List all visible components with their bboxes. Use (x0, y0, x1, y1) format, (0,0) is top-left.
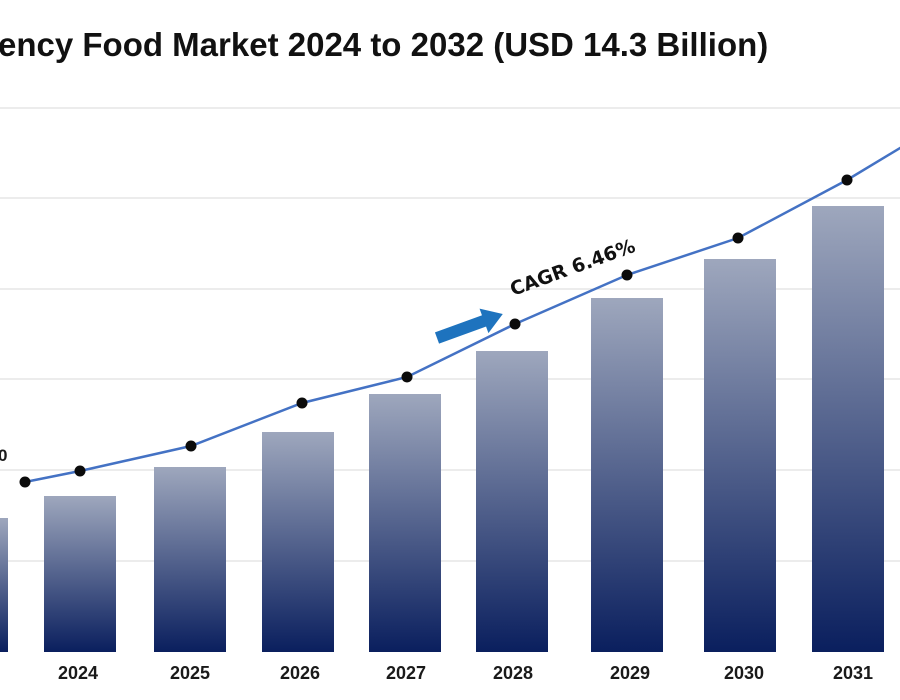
x-tick-2027: 2027 (386, 663, 426, 683)
x-tick-2028: 2028 (493, 663, 533, 683)
bar-2030 (704, 259, 776, 652)
trend-markers (19, 174, 853, 488)
bars (0, 206, 884, 652)
bar-2026 (262, 432, 334, 652)
x-tick-2025: 2025 (170, 663, 210, 683)
bar-2025 (154, 467, 226, 652)
trend-point-2025 (185, 440, 197, 452)
trend-point-2026 (296, 397, 308, 409)
trend-line (24, 146, 900, 484)
trend-point-2024 (74, 465, 86, 477)
bar-2028 (476, 351, 548, 652)
trend-point-2023 (19, 476, 31, 488)
trend-point-2030 (732, 232, 744, 244)
x-tick-2024: 2024 (58, 663, 98, 683)
trend-point-2028 (509, 318, 521, 330)
cagr-arrow (434, 308, 503, 344)
bar-2029 (591, 298, 663, 652)
x-axis-ticks: 2024 2025 2026 2027 2028 2029 2030 2031 (58, 663, 873, 683)
trend-point-2027 (401, 371, 413, 383)
bar-2027 (369, 394, 441, 652)
trend-point-2029 (621, 269, 633, 281)
bar-2031 (812, 206, 884, 652)
trend-point-2031 (841, 174, 853, 186)
trend-polyline (24, 146, 900, 484)
bar-2023 (0, 518, 8, 652)
bar-2024 (44, 496, 116, 652)
x-tick-2026: 2026 (280, 663, 320, 683)
x-tick-2030: 2030 (724, 663, 764, 683)
x-tick-2031: 2031 (833, 663, 873, 683)
cagr-label: CAGR 6.46% (507, 235, 638, 301)
x-tick-2029: 2029 (610, 663, 650, 683)
partial-value-label: 0 (0, 446, 7, 465)
chart-title: ency Food Market 2024 to 2032 (USD 14.3 … (0, 26, 769, 63)
